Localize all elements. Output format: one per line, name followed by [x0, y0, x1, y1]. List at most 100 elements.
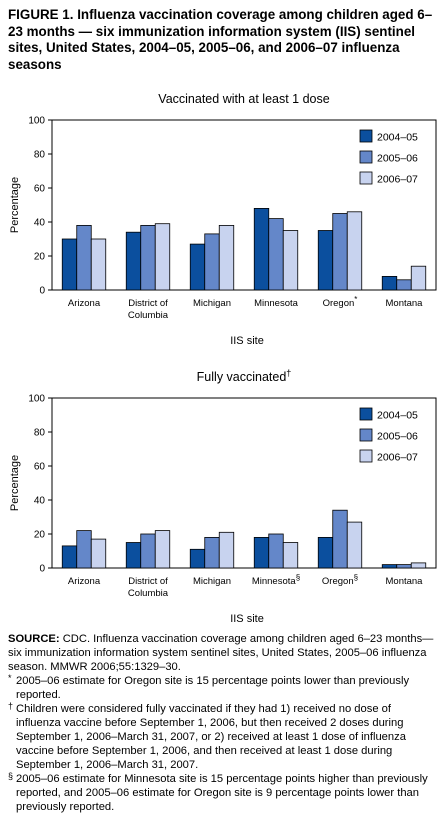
- bar: [140, 533, 156, 569]
- x-tick-label: Arizona: [68, 576, 101, 587]
- footnote-minnesota-oregon: § 2005–06 estimate for Minnesota site is …: [8, 771, 438, 814]
- source-citation: SOURCE: CDC. Influenza vaccination cover…: [8, 632, 438, 674]
- bar: [90, 238, 107, 291]
- y-tick-label: 0: [39, 286, 45, 297]
- bar: [317, 536, 334, 569]
- footnote-mark: †: [8, 701, 14, 711]
- y-tick-label: 20: [34, 530, 46, 541]
- legend-label: 2006–07: [377, 174, 418, 186]
- bar: [204, 233, 220, 291]
- x-tick-label-line: District of: [128, 298, 168, 309]
- x-tick-label: Montana: [386, 576, 424, 587]
- x-tick-label-line: Arizona: [68, 298, 101, 309]
- figure-title: FIGURE 1. Influenza vaccination coverage…: [8, 7, 433, 72]
- bar: [125, 542, 142, 569]
- footnote-text: Children were considered fully vaccinate…: [16, 703, 406, 771]
- bar: [125, 231, 142, 291]
- chart-title: Vaccinated with at least 1 dose: [158, 92, 329, 106]
- y-axis-label: Percentage: [9, 455, 21, 511]
- bar: [76, 224, 92, 291]
- bar: [253, 208, 270, 291]
- chart-fully-vaccinated: Fully vaccinated† 0 20 40 60 80 100 Percentage A…: [0, 362, 447, 625]
- x-tick-label: District of Columbia: [128, 576, 169, 599]
- chart-at-least-one-dose: Vaccinated with at least 1 dose 0 20 40 60 80…: [0, 84, 447, 362]
- y-axis-label: Percentage: [9, 177, 21, 233]
- legend-swatch: [359, 449, 373, 463]
- legend-swatch: [359, 129, 373, 143]
- bar: [346, 521, 363, 569]
- x-tick-label-line: Oregon: [323, 298, 355, 309]
- x-tick-label-line: Columbia: [128, 310, 169, 321]
- x-tick-label-line: Columbia: [128, 588, 169, 599]
- bar: [253, 536, 270, 569]
- x-tick-label-line: Montana: [386, 298, 424, 309]
- legend-swatch: [359, 150, 373, 164]
- chart-title-text: Fully vaccinated: [197, 370, 287, 384]
- bar: [346, 211, 363, 291]
- x-tick-mark: §: [296, 573, 300, 582]
- bar: [90, 538, 107, 569]
- bar: [140, 224, 156, 291]
- bar: [76, 530, 92, 569]
- chart-title-mark: †: [286, 368, 291, 378]
- footnote-text: 2005–06 estimate for Oregon site is 15 p…: [16, 675, 410, 701]
- bar: [189, 548, 206, 569]
- bar: [154, 530, 171, 569]
- footnote-oregon: * 2005–06 estimate for Oregon site is 15 …: [8, 673, 438, 702]
- bar: [268, 218, 284, 291]
- legend-swatch: [359, 428, 373, 442]
- bar: [282, 542, 299, 569]
- chart-2-svg: Fully vaccinated† 0 20 40 60 80 100 Percentage A…: [9, 368, 437, 625]
- chart-1-svg: Vaccinated with at least 1 dose 0 20 40 60 80…: [9, 92, 437, 347]
- bar: [61, 545, 78, 569]
- source-block: SOURCE: CDC. Influenza vaccination cover…: [8, 632, 438, 814]
- y-tick-label: 80: [34, 150, 46, 161]
- y-tick-label: 60: [34, 462, 46, 473]
- footnote-mark: §: [8, 771, 14, 781]
- bar: [61, 238, 78, 291]
- plot-frame: [51, 119, 437, 291]
- y-tick-label: 100: [28, 116, 45, 127]
- x-tick-label-line: Michigan: [193, 298, 231, 309]
- x-tick-label-line: Minnesota: [254, 298, 299, 309]
- plot-frame: [51, 397, 437, 569]
- x-axis-label: IIS site: [230, 335, 264, 347]
- y-tick-label: 20: [34, 252, 46, 263]
- bar: [410, 265, 427, 291]
- chart-title-text: Vaccinated with at least 1 dose: [158, 92, 329, 106]
- x-tick-label-line: Montana: [386, 576, 424, 587]
- legend-label: 2005–06: [377, 153, 418, 165]
- legend-swatch: [359, 407, 373, 421]
- x-tick-label: Oregon*: [323, 295, 358, 309]
- footnote-text: 2005–06 estimate for Minnesota site is 1…: [16, 773, 428, 813]
- x-tick-mark: *: [354, 295, 357, 304]
- x-axis-label: IIS site: [230, 613, 264, 624]
- bar: [154, 223, 171, 291]
- bar: [189, 243, 206, 291]
- bar: [396, 279, 412, 291]
- y-tick-label: 100: [28, 394, 45, 405]
- legend-label: 2004–05: [377, 410, 418, 422]
- bar: [218, 224, 235, 291]
- bar: [410, 562, 427, 569]
- x-tick-label: Michigan: [193, 576, 231, 587]
- footnote-fully-vaccinated-definition: † Children were considered fully vaccinat…: [8, 701, 438, 772]
- bar: [204, 536, 220, 569]
- x-tick-label-line: Oregon: [322, 576, 354, 587]
- y-tick-label: 40: [34, 218, 46, 229]
- bar: [317, 230, 334, 291]
- bar: [268, 533, 284, 569]
- x-tick-label-line: Michigan: [193, 576, 231, 587]
- bar: [282, 230, 299, 291]
- x-tick-label-line: District of: [128, 576, 168, 587]
- x-tick-label: Minnesota: [254, 298, 299, 309]
- y-tick-label: 80: [34, 428, 46, 439]
- legend-swatch: [359, 171, 373, 185]
- x-tick-label: Montana: [386, 298, 424, 309]
- y-tick-label: 40: [34, 496, 46, 507]
- source-text: CDC. Influenza vaccination coverage amon…: [8, 633, 434, 673]
- chart-title: Fully vaccinated†: [197, 368, 292, 384]
- x-tick-label: Michigan: [193, 298, 231, 309]
- y-tick-label: 0: [39, 564, 45, 575]
- bar: [332, 509, 348, 569]
